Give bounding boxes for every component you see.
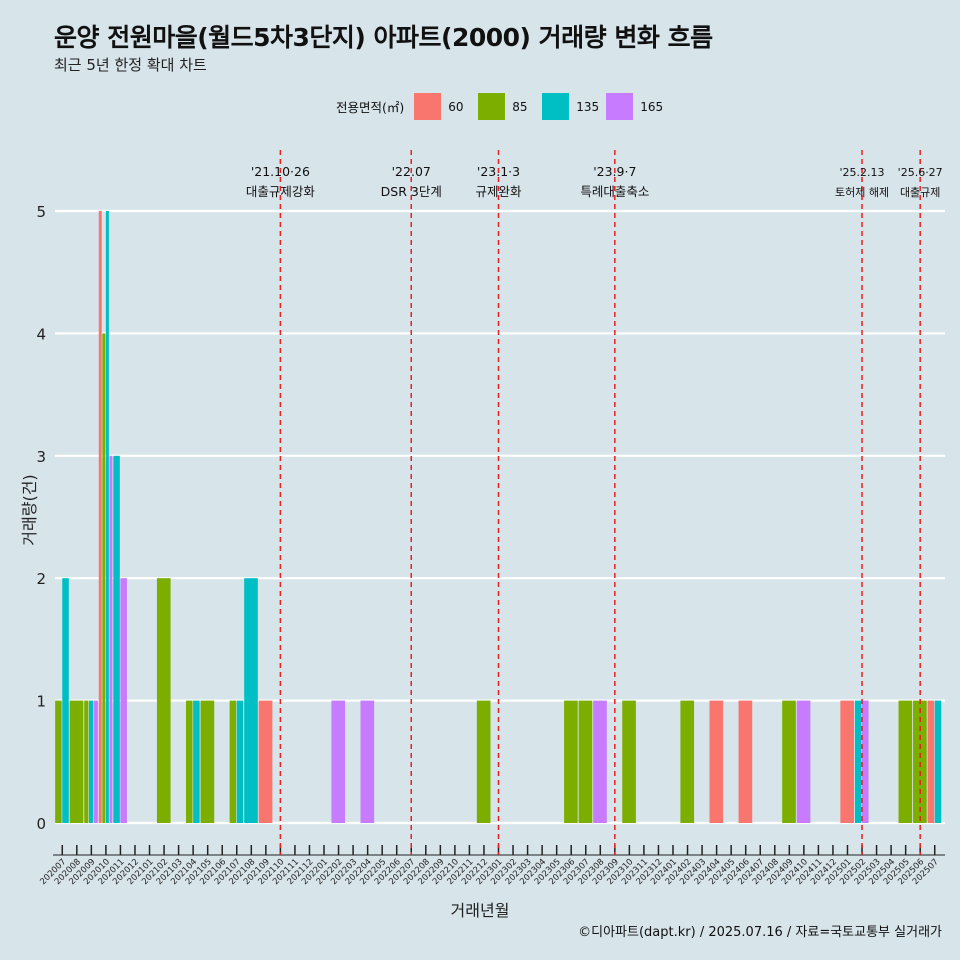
- legend-item-165: 165: [606, 93, 664, 120]
- legend-swatch-165: [606, 93, 634, 120]
- chart-subtitle: 최근 5년 한정 확대 차트: [54, 56, 207, 74]
- bar-202007-85: [55, 700, 62, 823]
- bar-202501-60: [840, 700, 855, 823]
- event-label-4: 토허제 해제: [835, 185, 889, 199]
- bar-202008-85: [69, 700, 84, 823]
- bar-202007-135: [62, 578, 69, 823]
- legend-label-165: 165: [640, 99, 664, 114]
- bar-202107-85: [229, 700, 237, 823]
- bar-202108-135: [244, 578, 258, 823]
- y-tick-label-0: 0: [36, 815, 46, 833]
- event-date-4: '25.2.13: [840, 166, 885, 179]
- legend-swatch-135: [542, 93, 570, 120]
- bar-202202-165: [331, 700, 346, 823]
- bar-202505-85: [898, 700, 913, 823]
- legend-item-85: 85: [478, 93, 536, 120]
- x-axis-title: 거래년월: [450, 901, 510, 920]
- bar-202507-60: [927, 700, 935, 823]
- bar-202406-60: [738, 700, 753, 823]
- bar-202307-85: [578, 700, 593, 823]
- legend-label-60: 60: [448, 99, 464, 114]
- bar-202009-165: [93, 700, 98, 823]
- event-date-3: '23.9·7: [593, 164, 636, 179]
- event-label-1: DSR 3단계: [381, 184, 442, 199]
- bar-202105-85: [200, 700, 215, 823]
- event-label-5: 대출규제: [900, 186, 940, 199]
- legend-item-60: 60: [414, 93, 472, 120]
- y-tick-label-2: 2: [36, 570, 46, 588]
- bar-202308-165: [593, 700, 607, 823]
- y-tick-label-4: 4: [36, 325, 46, 343]
- bar-202010-165: [109, 455, 113, 823]
- event-label-3: 특례대출축소: [580, 184, 649, 199]
- bar-202102-85: [156, 578, 171, 823]
- y-tick-label-1: 1: [36, 693, 46, 711]
- bar-202010-135: [105, 211, 109, 823]
- event-date-1: '22.07: [392, 164, 431, 179]
- legend-item-135: 135: [542, 93, 600, 120]
- bar-202506-85: [913, 700, 927, 823]
- chart-title: 운양 전원마을(월드5차3단지) 아파트(2000) 거래량 변화 흐름: [54, 23, 713, 52]
- legend-swatch-60: [414, 93, 442, 120]
- bar-202011-135: [113, 455, 120, 823]
- bar-202212-85: [476, 700, 491, 823]
- bar-202010-85: [102, 333, 106, 823]
- bar-202011-165: [120, 578, 127, 823]
- bar-202010-60: [98, 211, 102, 823]
- bar-202310-85: [622, 700, 636, 823]
- bar-202204-165: [360, 700, 375, 823]
- event-label-2: 규제완화: [475, 184, 522, 199]
- bar-202404-60: [709, 700, 724, 823]
- bar-202109-60: [258, 700, 273, 823]
- legend-swatch-85: [478, 93, 506, 120]
- bar-202409-85: [782, 700, 796, 823]
- legend: 전용면적(㎡) 60 85 135 165: [336, 93, 670, 120]
- bar-202107-135: [236, 700, 244, 823]
- bar-202402-85: [680, 700, 695, 823]
- source-caption: ©디아파트(dapt.kr) / 2025.07.16 / 자료=국토교통부 실…: [578, 925, 942, 940]
- y-tick-label-5: 5: [36, 203, 46, 221]
- y-tick-label-3: 3: [36, 448, 46, 466]
- event-label-0: 대출규제강화: [246, 184, 316, 199]
- event-date-5: '25.6·27: [898, 166, 943, 179]
- legend-title: 전용면적(㎡): [336, 100, 405, 115]
- y-axis-title: 거래량(건): [20, 474, 39, 546]
- event-date-0: '21.10·26: [251, 164, 310, 179]
- legend-label-135: 135: [576, 99, 600, 114]
- bar-202502-135: [854, 700, 862, 823]
- legend-label-85: 85: [512, 99, 528, 114]
- bar-202104-135: [193, 700, 200, 823]
- bar-202306-85: [564, 700, 578, 823]
- bar-202009-85: [84, 700, 89, 823]
- event-date-2: '23.1·3: [477, 164, 520, 179]
- bar-202507-135: [934, 700, 942, 823]
- bar-202104-85: [186, 700, 193, 823]
- bar-202009-135: [88, 700, 94, 823]
- bar-202502-165: [862, 700, 869, 823]
- bar-202410-165: [796, 700, 811, 823]
